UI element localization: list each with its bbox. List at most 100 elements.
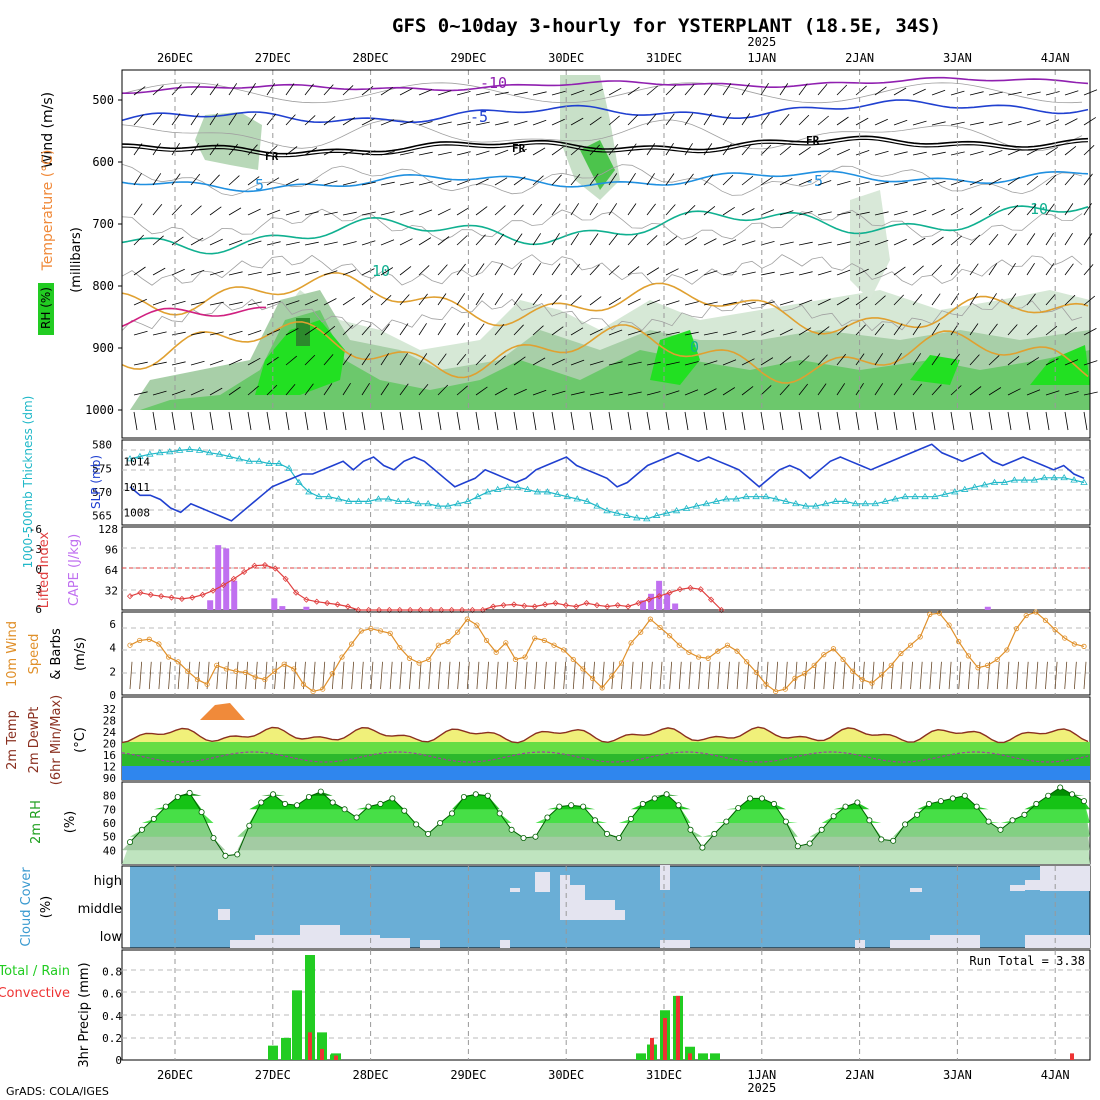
- date-label-top: 27DEC: [255, 51, 291, 65]
- wind-speed-point: [329, 671, 335, 677]
- rh2m-point: [949, 795, 956, 802]
- wind-barb: [285, 300, 300, 306]
- wind-barb: [741, 358, 755, 366]
- wind-barb: [608, 143, 619, 156]
- lifted-index-point: [344, 603, 351, 610]
- wind-barb: [475, 206, 488, 216]
- wind-barb: [969, 386, 982, 396]
- date-label-bottom: 1JAN: [747, 1068, 776, 1082]
- lifted-index-point: [604, 603, 611, 610]
- wind-barb: [570, 145, 582, 156]
- wind-barb: [874, 181, 889, 186]
- date-label-top: 2JAN: [845, 51, 874, 65]
- wind-barb: [608, 173, 618, 186]
- rh2m-point: [914, 811, 921, 818]
- wind-barb: [817, 354, 828, 366]
- wind-speed-point: [686, 649, 692, 655]
- wind-speed-point: [377, 628, 384, 634]
- surface-wind-barb: [760, 411, 765, 431]
- rh2m-point: [174, 794, 181, 801]
- thickness-point: [692, 502, 701, 509]
- thickness-point: [185, 445, 194, 452]
- thickness-point: [921, 492, 929, 500]
- wind-barb: [931, 121, 946, 126]
- rh2m-point: [270, 791, 277, 798]
- thickness-point: [1020, 476, 1029, 483]
- temperature-contour: [121, 99, 1089, 124]
- wind-barb: [969, 323, 979, 336]
- surface-barb: [139, 661, 143, 690]
- surface-barb: [755, 661, 759, 690]
- lifted-index-point: [500, 602, 507, 609]
- wind-speed-point: [185, 668, 191, 674]
- wind-speed-point: [464, 616, 470, 622]
- ylabel-precip: 3hr Precip (mm): [77, 962, 92, 1067]
- surface-barb: [649, 661, 653, 690]
- precip-tick-label: 0.4: [102, 1010, 122, 1023]
- wind-barb: [608, 87, 622, 96]
- rh2m-point: [1033, 800, 1040, 807]
- cape-tick-label: 96: [105, 544, 118, 557]
- wind-barb: [760, 241, 775, 246]
- surface-barb: [225, 661, 229, 690]
- surface-wind-barb: [475, 411, 480, 431]
- rh2m-point: [317, 788, 324, 795]
- wind-speed-point: [676, 642, 682, 648]
- wind-barb: [722, 206, 735, 216]
- wind-speed-point: [753, 669, 759, 676]
- wind-speed-point: [271, 668, 278, 674]
- wind-barb: [893, 323, 903, 336]
- cloud-cover-block: [660, 940, 690, 948]
- lifted-index-point: [292, 589, 300, 596]
- ylabel-dewpt2m: 2m DewPt: [27, 707, 42, 774]
- surface-barb: [621, 661, 624, 690]
- wind-barb: [627, 86, 640, 96]
- wind-barb: [1064, 90, 1079, 96]
- wind-barb: [1026, 175, 1039, 186]
- wind-barb: [1045, 263, 1055, 276]
- surface-barb: [283, 661, 287, 690]
- thickness-point: [414, 499, 422, 507]
- thickness-point: [454, 499, 462, 507]
- thickness-point: [424, 499, 432, 507]
- wind-barb: [722, 239, 737, 246]
- wind-barb: [551, 118, 565, 126]
- wind-barb: [703, 83, 713, 96]
- rh2m-point: [162, 803, 169, 810]
- wind-barb: [475, 292, 484, 306]
- rh2m-band: [122, 787, 1090, 823]
- wind-barb: [133, 391, 148, 396]
- rh2m-point: [377, 800, 384, 807]
- surface-barb: [524, 661, 528, 690]
- wind-barb: [418, 353, 428, 366]
- cape-bar: [303, 606, 310, 610]
- wind-barb: [304, 83, 314, 96]
- surface-barb: [881, 661, 885, 690]
- rh-legend-swatch: [38, 283, 54, 335]
- wind-barb: [209, 83, 219, 96]
- wind-speed-point: [522, 654, 528, 660]
- wind-barb: [988, 91, 1003, 96]
- wind-barb: [779, 241, 794, 246]
- rh-contour: [121, 208, 1083, 242]
- surface-barb: [553, 661, 557, 690]
- date-label-top: 30DEC: [548, 51, 584, 65]
- thickness-point: [851, 499, 860, 507]
- wind-barb: [988, 263, 998, 276]
- wind-speed-point: [744, 659, 750, 665]
- rh2m-point: [1069, 791, 1076, 798]
- wind-barb: [817, 326, 830, 336]
- wind-barb: [513, 324, 524, 336]
- thickness-point: [911, 492, 919, 500]
- wind-barb: [912, 237, 926, 246]
- wind-barb: [1045, 325, 1058, 336]
- contour-label: -5: [805, 172, 823, 190]
- wind-barb: [874, 239, 889, 246]
- cloud-cover-block: [890, 940, 930, 948]
- wind-speed-point: [618, 660, 625, 666]
- upper-frame: [121, 69, 1091, 439]
- wind-barb: [190, 301, 205, 306]
- wind-speed-point: [638, 629, 644, 635]
- page-title: GFS 0~10day 3-hourly for YSTERPLANT (18.…: [392, 15, 941, 37]
- wind-barb: [304, 326, 317, 336]
